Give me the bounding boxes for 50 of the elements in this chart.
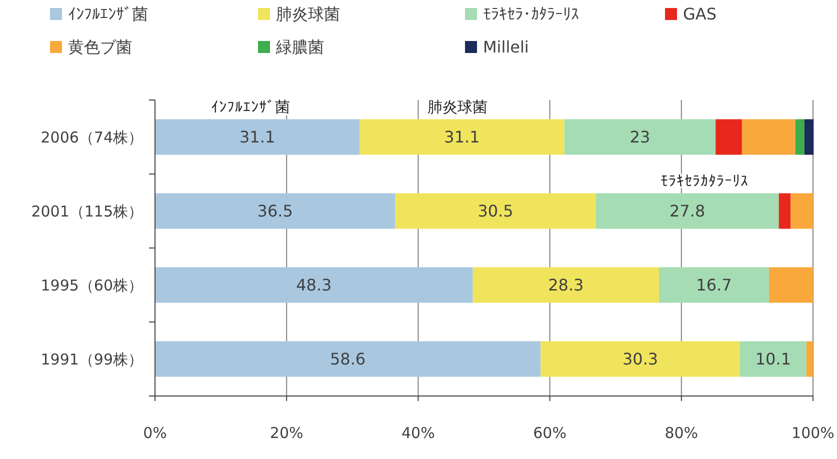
data-label: 31.1 [240, 128, 276, 147]
bar [540, 341, 740, 377]
x-tick-label: 100% [792, 424, 834, 442]
data-label: 23 [630, 128, 650, 147]
bar [472, 267, 660, 303]
data-label: 30.5 [478, 202, 514, 221]
bar [564, 119, 716, 155]
legend-label: ﾓﾗｷｾﾗ･ｶﾀﾗｰﾘｽ [483, 4, 579, 24]
data-label: 36.5 [257, 202, 293, 221]
bar [778, 193, 791, 229]
x-tick-label: 20% [270, 424, 304, 442]
data-label: 10.1 [755, 350, 792, 369]
y-tick-label: 2006（74株） [40, 128, 143, 146]
legend-label: 肺炎球菌 [276, 4, 340, 24]
y-tick-label: 1995（60株） [40, 276, 143, 294]
bar [360, 119, 564, 155]
x-tick-label: 40% [402, 424, 435, 442]
bar [740, 341, 806, 377]
data-label: 58.6 [330, 350, 366, 369]
y-tick-label: 2001（115株） [31, 202, 143, 220]
data-label: 28.3 [548, 276, 584, 295]
bar [659, 267, 769, 303]
legend-label: GAS [683, 4, 716, 24]
bar [395, 193, 596, 229]
x-tick-label: 0% [143, 424, 167, 442]
bar [790, 193, 813, 229]
bar [155, 341, 541, 377]
data-label: 30.3 [622, 350, 658, 369]
bar [768, 267, 813, 303]
bar [795, 119, 804, 155]
bar [155, 267, 473, 303]
annotation: 肺炎球菌 [428, 98, 488, 116]
bar [804, 119, 814, 155]
bar [742, 119, 796, 155]
data-label: 31.1 [444, 128, 480, 147]
bar [155, 119, 360, 155]
x-tick-label: 80% [664, 424, 698, 442]
bar [806, 341, 813, 377]
y-tick-label: 1991（99株） [40, 350, 143, 368]
x-tick-label: 60% [533, 424, 566, 442]
data-label: 27.8 [670, 202, 706, 221]
bar [155, 193, 396, 229]
legend-label: Milleli [483, 38, 529, 57]
legend-label: 緑膿菌 [275, 38, 324, 57]
data-label: 48.3 [296, 276, 332, 295]
bar [716, 119, 742, 155]
bar [596, 193, 779, 229]
legend-label: ｲﾝﾌﾙｴﾝｻﾞ菌 [68, 4, 148, 24]
data-label: 16.7 [696, 276, 732, 295]
legend-label: 黄色ブ菌 [68, 38, 132, 57]
